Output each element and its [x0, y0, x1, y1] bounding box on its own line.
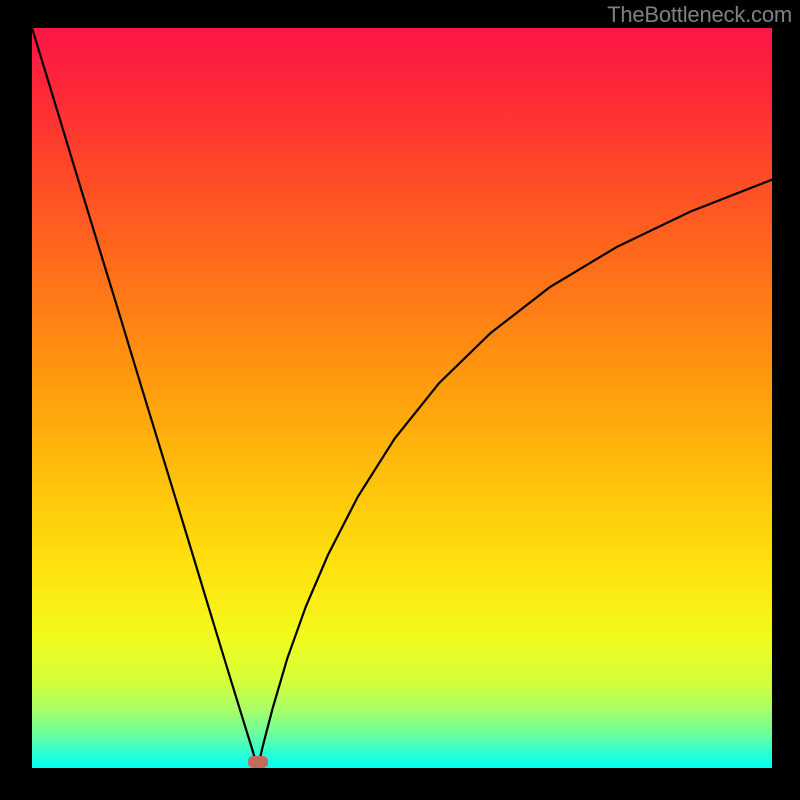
gradient-background: [32, 28, 772, 768]
bottleneck-chart: [32, 28, 772, 768]
watermark-text: TheBottleneck.com: [607, 2, 792, 28]
minimum-marker: [248, 756, 268, 768]
chart-container: TheBottleneck.com: [0, 0, 800, 800]
plot-area: [32, 28, 772, 768]
